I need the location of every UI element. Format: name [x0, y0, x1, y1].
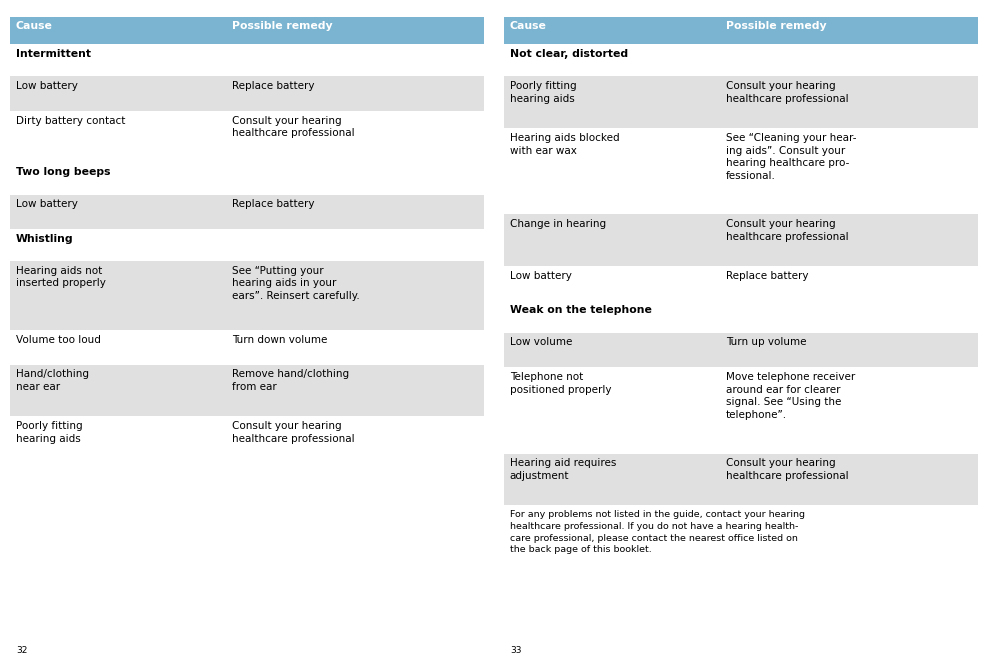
Bar	[10, 76, 484, 111]
Bar	[504, 44, 978, 76]
Text: Hearing aids not
inserted properly: Hearing aids not inserted properly	[16, 266, 106, 288]
Text: Whistling: Whistling	[16, 234, 73, 244]
Text: Telephone not
positioned properly: Telephone not positioned properly	[510, 372, 612, 394]
Text: Two long beeps: Two long beeps	[16, 167, 111, 177]
Text: See “Cleaning your hear-
ing aids”. Consult your
hearing healthcare pro-
fession: See “Cleaning your hear- ing aids”. Cons…	[725, 133, 856, 181]
Bar	[504, 333, 978, 367]
Text: For any problems not listed in the guide, contact your hearing
healthcare profes: For any problems not listed in the guide…	[510, 510, 805, 554]
Text: Remove hand/clothing
from ear: Remove hand/clothing from ear	[231, 369, 349, 392]
Text: Consult your hearing
healthcare professional: Consult your hearing healthcare professi…	[231, 116, 355, 138]
Text: Replace battery: Replace battery	[231, 81, 314, 91]
Bar	[10, 17, 484, 44]
Text: Turn up volume: Turn up volume	[725, 337, 806, 347]
Text: Intermittent: Intermittent	[16, 49, 91, 59]
Text: Cause: Cause	[16, 21, 52, 31]
Bar	[504, 128, 978, 214]
Bar	[10, 111, 484, 163]
Bar	[10, 365, 484, 416]
Bar	[504, 17, 978, 44]
Bar	[10, 330, 484, 365]
Text: Hearing aids blocked
with ear wax: Hearing aids blocked with ear wax	[510, 133, 619, 155]
Text: Volume too loud: Volume too loud	[16, 335, 101, 345]
Text: Consult your hearing
healthcare professional: Consult your hearing healthcare professi…	[725, 219, 849, 242]
Text: Weak on the telephone: Weak on the telephone	[510, 305, 652, 315]
Text: Dirty battery contact: Dirty battery contact	[16, 116, 125, 125]
Text: Consult your hearing
healthcare professional: Consult your hearing healthcare professi…	[725, 458, 849, 481]
Text: Replace battery: Replace battery	[231, 199, 314, 209]
Text: Consult your hearing
healthcare professional: Consult your hearing healthcare professi…	[725, 81, 849, 104]
Text: See “Putting your
hearing aids in your
ears”. Reinsert carefully.: See “Putting your hearing aids in your e…	[231, 266, 360, 301]
Text: Poorly fitting
hearing aids: Poorly fitting hearing aids	[510, 81, 576, 104]
Text: Possible remedy: Possible remedy	[725, 21, 826, 31]
Bar	[504, 214, 978, 266]
Text: Low battery: Low battery	[16, 199, 78, 209]
Text: Move telephone receiver
around ear for clearer
signal. See “Using the
telephone”: Move telephone receiver around ear for c…	[725, 372, 855, 420]
Text: Cause: Cause	[510, 21, 546, 31]
Text: 33: 33	[510, 646, 522, 655]
Text: Low volume: Low volume	[510, 337, 572, 347]
Text: Turn down volume: Turn down volume	[231, 335, 327, 345]
Text: Poorly fitting
hearing aids: Poorly fitting hearing aids	[16, 421, 82, 444]
Bar	[10, 44, 484, 76]
Bar	[504, 76, 978, 128]
Text: 32: 32	[16, 646, 28, 655]
Bar	[10, 261, 484, 330]
Text: Possible remedy: Possible remedy	[231, 21, 332, 31]
Text: Change in hearing: Change in hearing	[510, 219, 606, 229]
Bar	[504, 301, 978, 333]
Text: Hearing aid requires
adjustment: Hearing aid requires adjustment	[510, 458, 617, 481]
Bar	[10, 416, 484, 468]
Text: Not clear, distorted: Not clear, distorted	[510, 49, 628, 59]
Text: Low battery: Low battery	[16, 81, 78, 91]
Bar	[504, 266, 978, 301]
Text: Low battery: Low battery	[510, 271, 572, 281]
Bar	[10, 163, 484, 195]
Text: Replace battery: Replace battery	[725, 271, 808, 281]
Bar	[10, 195, 484, 229]
Text: Hand/clothing
near ear: Hand/clothing near ear	[16, 369, 89, 392]
Text: Consult your hearing
healthcare professional: Consult your hearing healthcare professi…	[231, 421, 355, 444]
Bar	[10, 229, 484, 261]
Bar	[504, 454, 978, 505]
Bar	[504, 367, 978, 454]
